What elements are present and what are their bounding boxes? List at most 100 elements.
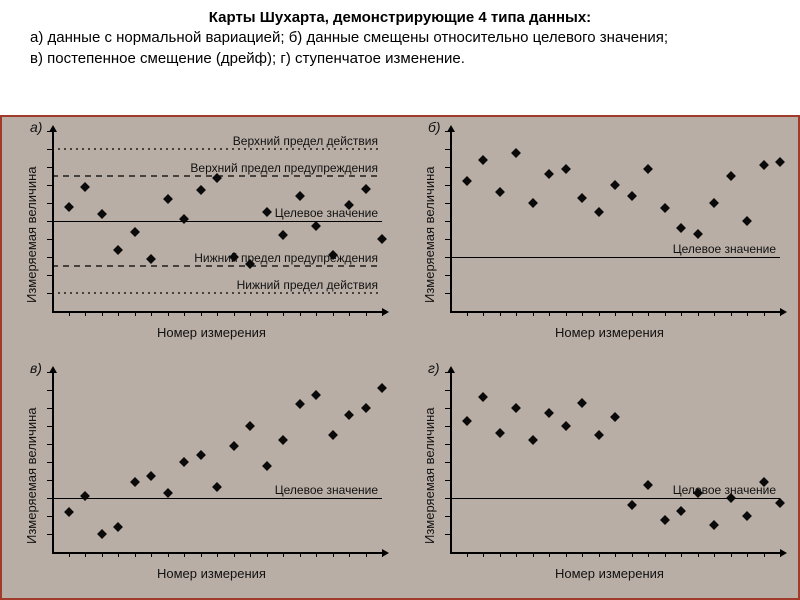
data-point — [212, 482, 222, 492]
y-tick — [47, 203, 52, 204]
y-axis-label: Измеряемая величина — [24, 408, 39, 545]
y-axis-label: Измеряемая величина — [422, 408, 437, 545]
x-tick — [549, 552, 550, 557]
y-tick — [445, 390, 450, 391]
y-tick — [47, 185, 52, 186]
x-tick — [267, 311, 268, 316]
x-tick — [151, 552, 152, 557]
x-tick — [184, 311, 185, 316]
y-axis — [450, 131, 452, 311]
header: Карты Шухарта, демонстрирующие 4 типа да… — [0, 0, 800, 73]
line-label: Целевое значение — [673, 483, 776, 497]
x-tick — [135, 311, 136, 316]
x-tick — [349, 552, 350, 557]
data-point — [577, 193, 587, 203]
x-tick — [234, 311, 235, 316]
data-point — [311, 390, 321, 400]
x-tick — [316, 552, 317, 557]
data-point — [742, 216, 752, 226]
data-point — [709, 198, 719, 208]
x-tick — [118, 552, 119, 557]
line-label: Верхний предел предупреждения — [190, 161, 378, 175]
data-point — [660, 203, 670, 213]
x-tick — [599, 552, 600, 557]
x-tick — [764, 552, 765, 557]
data-point — [229, 441, 239, 451]
y-tick — [47, 462, 52, 463]
target-line — [450, 257, 780, 258]
x-axis-arrow — [780, 549, 787, 557]
x-tick — [102, 311, 103, 316]
data-point — [660, 515, 670, 525]
data-point — [462, 176, 472, 186]
x-axis-arrow — [382, 549, 389, 557]
x-tick — [714, 552, 715, 557]
y-tick — [47, 408, 52, 409]
y-axis-label: Измеряемая величина — [422, 167, 437, 304]
x-tick — [184, 552, 185, 557]
data-point — [179, 214, 189, 224]
line-label: Верхний предел действия — [233, 134, 378, 148]
data-point — [130, 227, 140, 237]
x-tick — [250, 552, 251, 557]
data-point — [627, 500, 637, 510]
x-tick — [516, 311, 517, 316]
data-point — [594, 207, 604, 217]
data-point — [64, 202, 74, 212]
data-point — [377, 383, 387, 393]
y-tick — [445, 167, 450, 168]
x-tick — [549, 311, 550, 316]
y-tick — [47, 239, 52, 240]
x-axis-arrow — [382, 308, 389, 316]
data-point — [311, 221, 321, 231]
x-tick — [582, 552, 583, 557]
x-tick — [333, 552, 334, 557]
x-tick — [168, 311, 169, 316]
data-point — [775, 157, 785, 167]
x-tick — [632, 311, 633, 316]
data-point — [295, 191, 305, 201]
data-point — [113, 522, 123, 532]
x-tick — [747, 552, 748, 557]
data-point — [262, 207, 272, 217]
dotted-limit-line — [52, 292, 382, 294]
data-point — [328, 430, 338, 440]
x-tick — [582, 311, 583, 316]
data-point — [627, 191, 637, 201]
data-point — [196, 450, 206, 460]
data-point — [163, 488, 173, 498]
data-point — [146, 254, 156, 264]
page-title: Карты Шухарта, демонстрирующие 4 типа да… — [30, 8, 770, 28]
x-tick — [267, 552, 268, 557]
data-point — [495, 187, 505, 197]
data-point — [478, 392, 488, 402]
x-tick — [599, 311, 600, 316]
x-tick — [648, 552, 649, 557]
data-point — [544, 408, 554, 418]
data-point — [245, 421, 255, 431]
x-tick — [780, 311, 781, 316]
x-tick — [85, 311, 86, 316]
y-tick — [47, 534, 52, 535]
line-label: Нижний предел предупреждения — [194, 251, 378, 265]
x-tick — [665, 552, 666, 557]
data-point — [577, 398, 587, 408]
y-axis-label: Измеряемая величина — [24, 167, 39, 304]
x-tick — [217, 311, 218, 316]
data-point — [676, 506, 686, 516]
y-tick — [445, 239, 450, 240]
data-point — [775, 498, 785, 508]
x-tick — [102, 552, 103, 557]
data-point — [97, 529, 107, 539]
data-point — [262, 461, 272, 471]
x-tick — [366, 311, 367, 316]
data-point — [561, 421, 571, 431]
x-tick — [731, 311, 732, 316]
data-point — [511, 148, 521, 158]
x-tick — [648, 311, 649, 316]
x-axis-label: Номер измерения — [555, 325, 664, 340]
x-axis-label: Номер измерения — [157, 325, 266, 340]
data-point — [163, 194, 173, 204]
x-tick — [118, 311, 119, 316]
data-point — [726, 171, 736, 181]
